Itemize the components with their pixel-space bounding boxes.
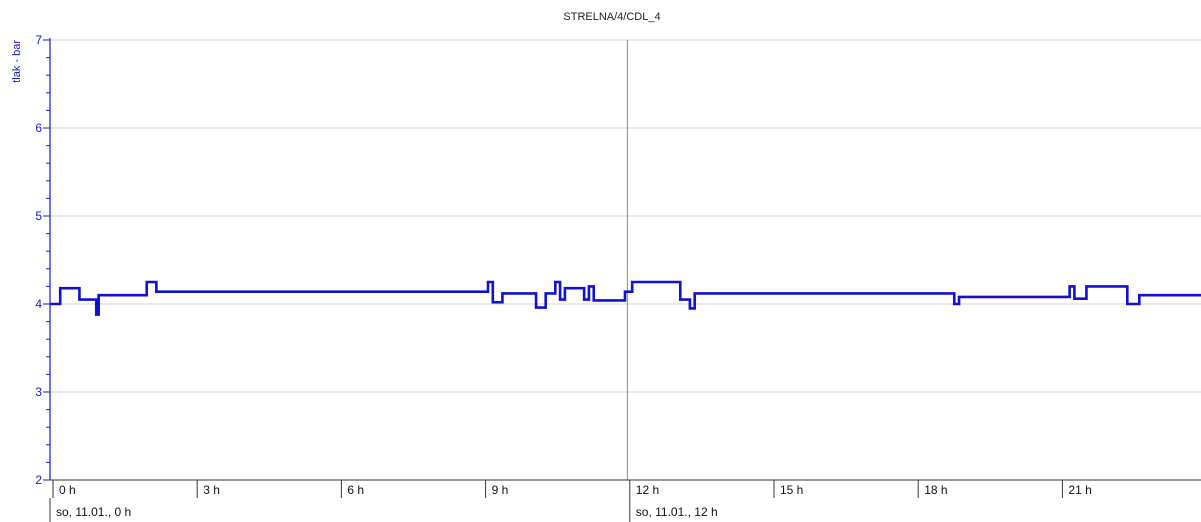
x-ticks: 0 h 3 h 6 h 9 h 12 h 15 h 18 h 21 h: [59, 483, 1092, 497]
x-tick-label: 0 h: [59, 483, 76, 497]
y-tick-label: 4: [35, 297, 42, 311]
x-tick-label: 15 h: [780, 483, 803, 497]
y-tick-label: 3: [35, 385, 42, 399]
x-tick-label: 3 h: [203, 483, 220, 497]
y-tick-label: 5: [35, 209, 42, 223]
gridlines: [50, 39, 1201, 393]
axes: [43, 38, 1201, 522]
y-tick-label: 2: [35, 473, 42, 487]
x-tick-label: 9 h: [492, 483, 509, 497]
x-tick-label: 21 h: [1068, 483, 1091, 497]
y-tick-label: 6: [35, 121, 42, 135]
series-line: [50, 280, 1201, 316]
date-label: so, 11.01., 12 h: [636, 505, 718, 519]
y-tick-label: 7: [35, 33, 42, 47]
x-tick-label: 18 h: [924, 483, 947, 497]
date-labels: so, 11.01., 0 h so, 11.01., 12 h: [56, 505, 718, 519]
x-tick-label: 12 h: [636, 483, 659, 497]
y-ticks: 2 3 4 5 6 7: [35, 33, 42, 487]
y-axis-label: tlak - bar: [11, 40, 23, 83]
chart-title: STRELNA/4/CDL_4: [563, 11, 660, 23]
series-group: [50, 280, 1201, 316]
x-tick-label: 6 h: [347, 483, 364, 497]
date-label: so, 11.01., 0 h: [56, 505, 131, 519]
